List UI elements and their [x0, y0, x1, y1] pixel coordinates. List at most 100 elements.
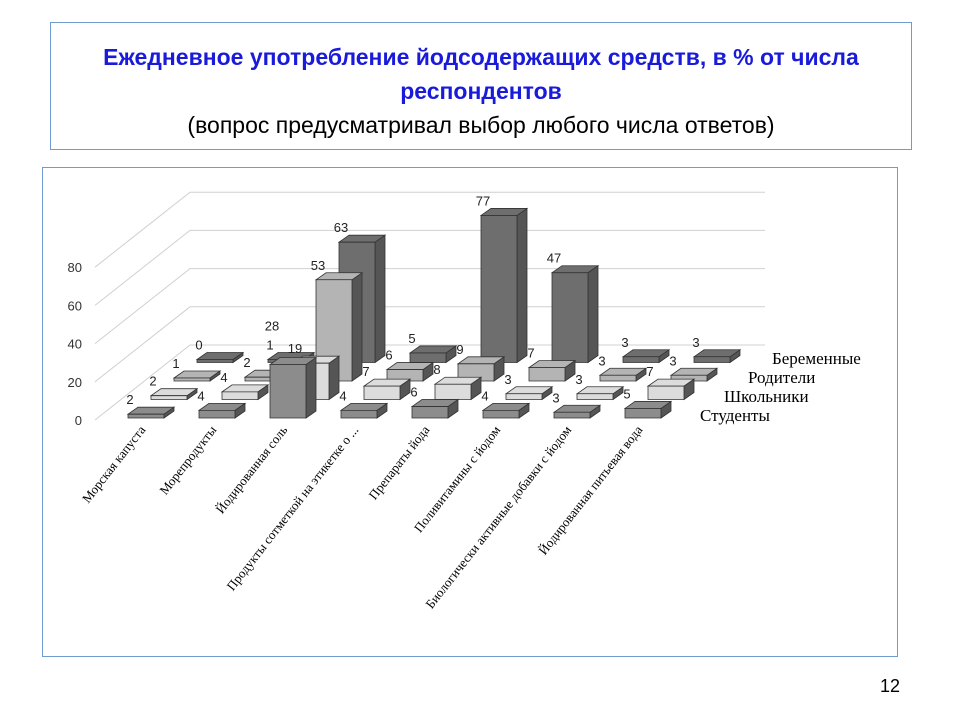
- x-tick-label: Йодированная соль: [213, 423, 291, 517]
- bar: [456, 356, 506, 382]
- data-label: 19: [288, 341, 302, 356]
- bar-face: [198, 409, 236, 419]
- bar-face: [434, 383, 472, 400]
- bar: [621, 349, 671, 364]
- title-box: Ежедневное употребление йодсодержащих ср…: [50, 22, 912, 150]
- bar-face: [693, 356, 731, 363]
- data-label: 2: [243, 355, 250, 370]
- bar: [385, 361, 435, 382]
- data-label: 5: [623, 386, 630, 401]
- bar: [550, 264, 600, 364]
- x-tick-label: Биологически активные добавки с йодом: [422, 423, 574, 612]
- data-label: 3: [504, 372, 511, 387]
- bar-face: [409, 352, 447, 363]
- data-label: 1: [266, 338, 273, 353]
- bar-face: [505, 393, 543, 400]
- data-label: 7: [362, 364, 369, 379]
- data-label: 3: [621, 335, 628, 350]
- bar: [479, 207, 529, 364]
- bar-face: [173, 377, 211, 382]
- data-label: 63: [334, 220, 348, 235]
- bar: [220, 384, 270, 401]
- data-label: 77: [476, 193, 490, 208]
- bar: [408, 345, 458, 364]
- bar: [362, 378, 412, 401]
- x-tick-label: Препараты йода: [365, 422, 432, 502]
- gridline: [94, 191, 765, 268]
- bar: [433, 376, 483, 401]
- bar-face: [340, 409, 378, 419]
- y-tick-label: 20: [68, 375, 82, 390]
- bar-face: [624, 408, 662, 419]
- bar-face: [150, 395, 188, 400]
- bar-face: [386, 369, 424, 382]
- y-tick-label: 0: [75, 413, 82, 428]
- data-label: 7: [527, 346, 534, 361]
- legend-label: Беременные: [772, 349, 861, 368]
- bar: [149, 387, 199, 401]
- data-label: 2: [149, 374, 156, 389]
- data-label: 4: [220, 370, 227, 385]
- legend-label: Родители: [748, 368, 815, 387]
- data-label: 1: [172, 356, 179, 371]
- x-tick-label: Продукты сотметкой на этикетке о ...: [223, 423, 361, 594]
- y-tick-label: 40: [68, 337, 82, 352]
- legend-label: Школьники: [724, 387, 809, 406]
- bar-face: [363, 385, 401, 400]
- x-tick-label: Морепродукты: [156, 422, 219, 497]
- bar: [646, 378, 696, 401]
- legend-label: Студенты: [700, 406, 770, 425]
- data-label: 4: [197, 388, 204, 403]
- bar-face: [269, 364, 307, 419]
- bar: [172, 370, 222, 382]
- data-label: 3: [598, 353, 605, 368]
- bar-face: [516, 207, 528, 364]
- data-label: 4: [481, 388, 488, 403]
- bar: [339, 402, 389, 419]
- data-label: 3: [552, 390, 559, 405]
- bar: [527, 359, 577, 382]
- data-label: 8: [433, 362, 440, 377]
- y-tick-label: 60: [68, 298, 82, 313]
- bar-face: [411, 406, 449, 419]
- bar-face: [457, 363, 495, 382]
- bar-face: [647, 385, 685, 400]
- bar-face: [221, 391, 259, 400]
- bar: [623, 400, 673, 419]
- bar: [692, 349, 742, 364]
- bar-face: [196, 359, 234, 363]
- data-label: 3: [692, 335, 699, 350]
- bar: [481, 402, 531, 419]
- y-tick-label: 80: [68, 260, 82, 275]
- bar: [504, 386, 554, 401]
- data-label: 3: [575, 372, 582, 387]
- gridline: [94, 229, 765, 306]
- bar-face: [305, 356, 317, 419]
- bar: [598, 367, 648, 382]
- bar-face: [374, 234, 386, 364]
- data-label: 53: [311, 258, 325, 273]
- bar-face: [480, 215, 518, 363]
- data-label: 6: [385, 348, 392, 363]
- bar-face: [315, 279, 353, 382]
- bar: [410, 398, 460, 419]
- bar: [314, 272, 364, 382]
- bar: [552, 404, 602, 419]
- data-label: 4: [339, 388, 346, 403]
- chart-title: Ежедневное употребление йодсодержащих ср…: [103, 44, 859, 104]
- bar-face: [622, 356, 660, 363]
- chart-subtitle: (вопрос предусматривал выбор любого числ…: [187, 112, 775, 138]
- bar-face: [528, 367, 566, 382]
- bar: [575, 386, 625, 401]
- data-label: 2: [126, 392, 133, 407]
- bar-face: [576, 393, 614, 400]
- bar-face: [553, 411, 591, 419]
- bar: [195, 351, 245, 364]
- data-label: 6: [410, 385, 417, 400]
- data-label: 28: [265, 319, 279, 334]
- bar-face: [482, 409, 520, 419]
- x-tick-label: Морская капуста: [79, 422, 149, 505]
- gridline: [94, 268, 765, 344]
- data-label: 3: [669, 353, 676, 368]
- data-label: 7: [646, 364, 653, 379]
